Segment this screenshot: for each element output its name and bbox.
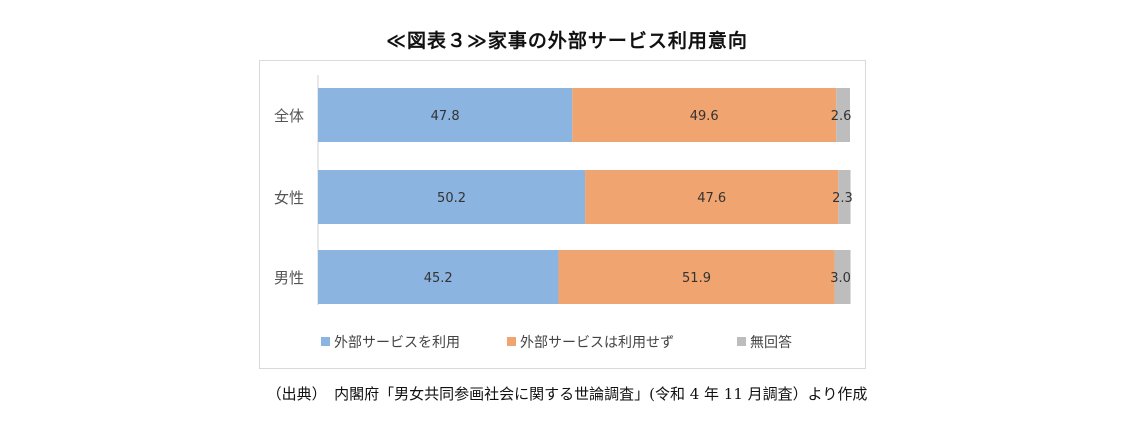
data-label: 2.3 [832, 191, 853, 206]
bar-segment [572, 88, 837, 142]
legend-swatch [737, 337, 746, 346]
bar-segment [834, 250, 851, 304]
source-note: （出典） 内閣府「男女共同参画社会に関する世論調査」(令和 4 年 11 月調査… [266, 385, 868, 403]
bar-segment [318, 170, 586, 224]
bar-segment [836, 88, 850, 142]
data-label: 47.8 [431, 109, 460, 124]
legend-label: 外部サービスを利用 [334, 335, 460, 351]
category-label: 女性 [274, 189, 304, 207]
legend-label: 外部サービスは利用せず [520, 335, 674, 351]
bar-segment [585, 170, 839, 224]
data-label: 49.6 [690, 109, 719, 124]
category-label: 全体 [274, 107, 304, 125]
legend-swatch [321, 337, 330, 346]
data-label: 2.6 [831, 109, 852, 124]
bar-segment [838, 170, 851, 224]
category-label: 男性 [274, 269, 304, 287]
data-label: 50.2 [437, 191, 466, 206]
data-label: 45.2 [424, 271, 453, 286]
bar-segment [558, 250, 835, 304]
bar-segment [318, 88, 573, 142]
chart-title: ≪図表３≫家事の外部サービス利用意向 [386, 30, 748, 52]
data-label: 51.9 [682, 271, 711, 286]
legend-label: 無回答 [750, 334, 792, 351]
bar-segment [318, 250, 559, 304]
legend-swatch [507, 337, 516, 346]
data-label: 47.6 [697, 191, 726, 206]
data-label: 3.0 [830, 271, 851, 286]
